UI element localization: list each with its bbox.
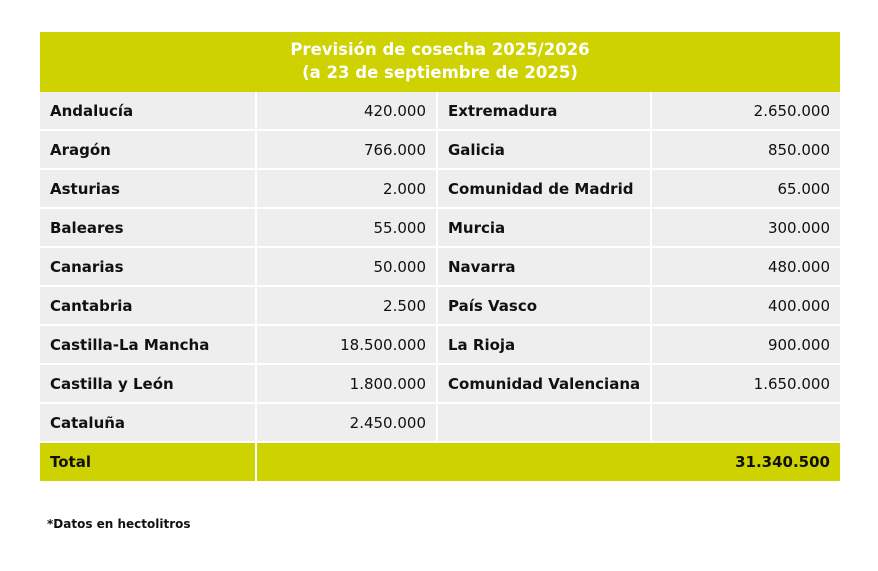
- region-name: Comunidad Valenciana: [437, 364, 652, 404]
- region-name: Navarra: [437, 247, 652, 287]
- region-value: 1.650.000: [651, 364, 840, 404]
- region-name: La Rioja: [437, 325, 652, 365]
- region-value: 50.000: [256, 247, 438, 287]
- region-value: [651, 403, 840, 443]
- table-row: Cantabria 2.500 País Vasco 400.000: [40, 286, 840, 326]
- table-header: Previsión de cosecha 2025/2026 (a 23 de …: [40, 32, 840, 92]
- region-value: 65.000: [651, 169, 840, 209]
- region-name: Castilla-La Mancha: [40, 325, 257, 365]
- region-name: Cataluña: [40, 403, 257, 443]
- table-subtitle: (a 23 de septiembre de 2025): [302, 63, 578, 82]
- region-name: País Vasco: [437, 286, 652, 326]
- total-label: Total: [40, 442, 257, 481]
- table-row: Aragón 766.000 Galicia 850.000: [40, 130, 840, 170]
- region-value: 55.000: [256, 208, 438, 248]
- region-name: Andalucía: [40, 92, 257, 131]
- region-name: Cantabria: [40, 286, 257, 326]
- region-value: 2.650.000: [651, 92, 840, 131]
- table-row: Canarias 50.000 Navarra 480.000: [40, 247, 840, 287]
- region-value: 400.000: [651, 286, 840, 326]
- table-row: Asturias 2.000 Comunidad de Madrid 65.00…: [40, 169, 840, 209]
- footnote: *Datos en hectolitros: [47, 517, 191, 531]
- table-row: Castilla y León 1.800.000 Comunidad Vale…: [40, 364, 840, 404]
- region-name: [437, 403, 652, 443]
- table-row: Andalucía 420.000 Extremadura 2.650.000: [40, 92, 840, 131]
- region-name: Castilla y León: [40, 364, 257, 404]
- region-name: Extremadura: [437, 92, 652, 131]
- region-name: Murcia: [437, 208, 652, 248]
- region-value: 2.500: [256, 286, 438, 326]
- region-value: 1.800.000: [256, 364, 438, 404]
- region-value: 480.000: [651, 247, 840, 287]
- region-value: 766.000: [256, 130, 438, 170]
- table-row: Cataluña 2.450.000: [40, 403, 840, 443]
- region-value: 900.000: [651, 325, 840, 365]
- region-name: Aragón: [40, 130, 257, 170]
- region-value: 2.000: [256, 169, 438, 209]
- region-value: 850.000: [651, 130, 840, 170]
- region-table: Andalucía 420.000 Extremadura 2.650.000 …: [40, 92, 840, 481]
- harvest-forecast-table: Previsión de cosecha 2025/2026 (a 23 de …: [40, 32, 840, 481]
- region-value: 18.500.000: [256, 325, 438, 365]
- region-name: Canarias: [40, 247, 257, 287]
- region-value: 300.000: [651, 208, 840, 248]
- region-name: Asturias: [40, 169, 257, 209]
- total-value: 31.340.500: [256, 442, 840, 481]
- total-row: Total 31.340.500: [40, 442, 840, 481]
- region-name: Galicia: [437, 130, 652, 170]
- table-row: Baleares 55.000 Murcia 300.000: [40, 208, 840, 248]
- table-row: Castilla-La Mancha 18.500.000 La Rioja 9…: [40, 325, 840, 365]
- region-name: Baleares: [40, 208, 257, 248]
- region-name: Comunidad de Madrid: [437, 169, 652, 209]
- region-value: 2.450.000: [256, 403, 438, 443]
- region-value: 420.000: [256, 92, 438, 131]
- table-title: Previsión de cosecha 2025/2026: [290, 40, 590, 59]
